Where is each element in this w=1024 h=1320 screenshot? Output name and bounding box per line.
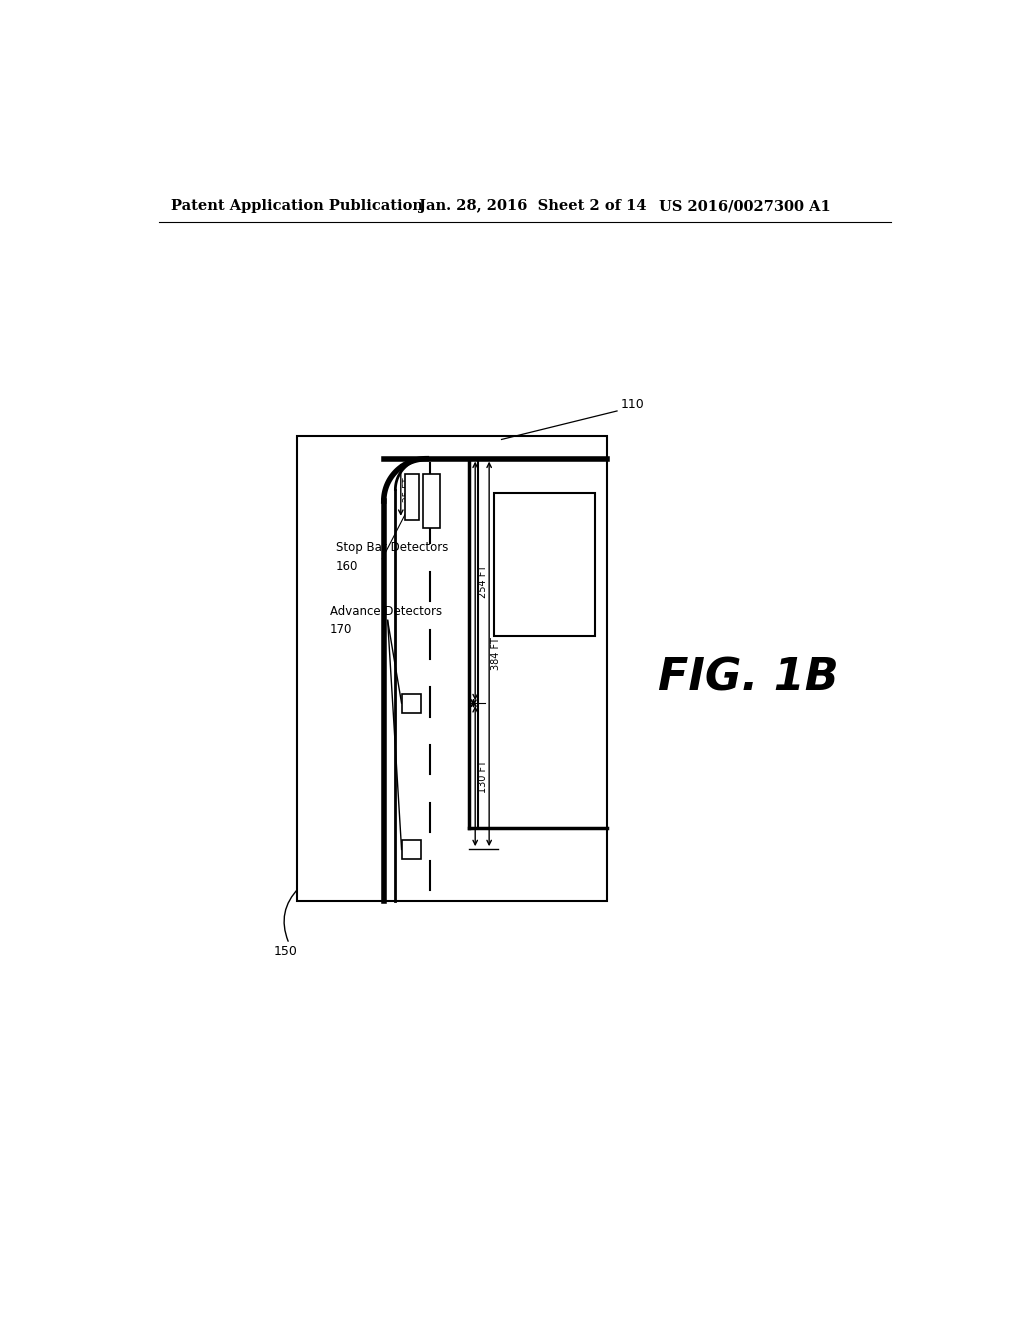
Text: Advance Detectors: Advance Detectors: [330, 605, 441, 618]
Bar: [494, 494, 595, 636]
Text: 384 FT: 384 FT: [492, 638, 502, 671]
Text: 130 FT: 130 FT: [477, 760, 487, 792]
Text: Jan. 28, 2016  Sheet 2 of 14: Jan. 28, 2016 Sheet 2 of 14: [419, 199, 646, 213]
Bar: [401, 693, 421, 713]
Text: 110: 110: [621, 399, 645, 412]
Text: 150: 150: [273, 945, 298, 958]
FancyArrowPatch shape: [284, 888, 299, 941]
Text: Stop Bar Detectors: Stop Bar Detectors: [336, 541, 449, 554]
Text: 254 FT: 254 FT: [477, 565, 487, 598]
Text: 170: 170: [330, 623, 352, 636]
Text: Patent Application Publication: Patent Application Publication: [171, 199, 423, 213]
Text: 25 FT: 25 FT: [403, 478, 412, 502]
Text: US 2016/0027300 A1: US 2016/0027300 A1: [658, 199, 830, 213]
Bar: [406, 474, 420, 520]
Bar: [401, 840, 421, 859]
Text: FIG. 1B: FIG. 1B: [657, 656, 839, 700]
Bar: [297, 436, 607, 902]
Text: 160: 160: [336, 560, 358, 573]
Bar: [423, 474, 439, 528]
Text: SELF-
CONFIGURING
TRAFFIC
CONTROLLER: SELF- CONFIGURING TRAFFIC CONTROLLER: [503, 525, 586, 605]
